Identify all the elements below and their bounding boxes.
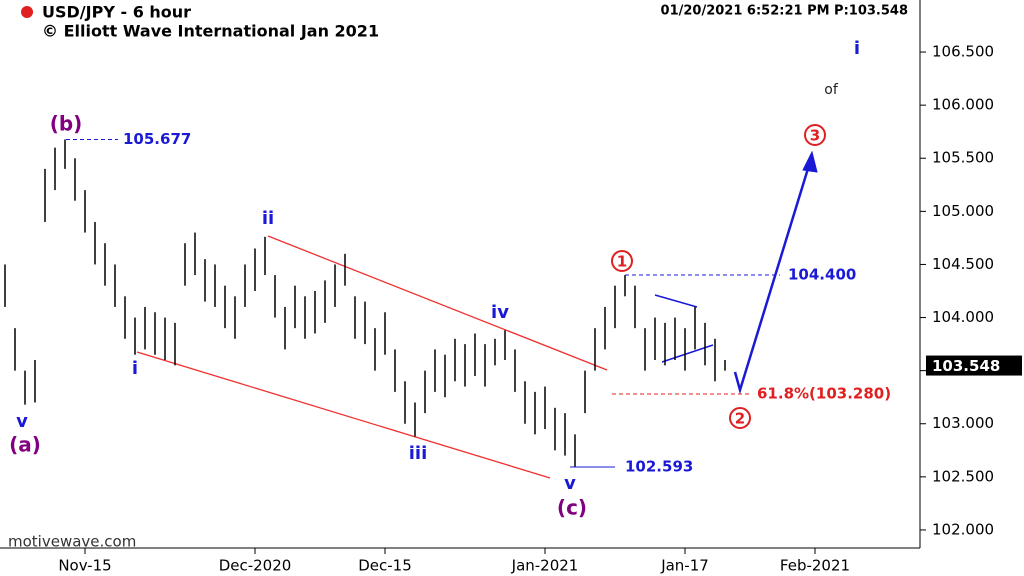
y-tick-label: 102.000 (932, 520, 994, 538)
level-label: 105.677 (123, 130, 191, 148)
y-tick-label: 104.500 (932, 255, 994, 273)
wave-label: v (16, 411, 28, 432)
wave-label: 3 (810, 127, 820, 145)
y-tick-label: 106.000 (932, 96, 994, 114)
wave-circle (804, 124, 826, 146)
last-price-label: 103.548 (932, 357, 1000, 375)
last-price-box (926, 355, 1022, 376)
symbol-dot (21, 6, 33, 18)
triangle-line (654, 294, 698, 308)
wave-circle (729, 407, 751, 429)
wave-label: ii (262, 208, 274, 229)
level-label: 61.8%(103.280) (757, 385, 891, 403)
y-tick-label: 106.500 (932, 43, 994, 61)
wave-label: i (854, 38, 860, 59)
level-label: 102.593 (625, 457, 693, 475)
y-tick-label: 105.000 (932, 202, 994, 220)
wave-label: 1 (617, 253, 627, 271)
wave-label: (b) (50, 112, 83, 136)
wave-label: iv (491, 302, 509, 323)
y-tick-label: 104.000 (932, 308, 994, 326)
wave-label: (a) (9, 433, 41, 457)
wave-label: (c) (557, 496, 587, 520)
x-tick-label: Feb-2021 (780, 557, 850, 575)
wave-label: 2 (735, 410, 745, 428)
arrow-head (802, 150, 818, 173)
y-tick-label: 102.500 (932, 467, 994, 485)
wave-circle (611, 250, 633, 272)
x-tick-label: Nov-15 (58, 557, 111, 575)
wave-label: v (564, 473, 576, 494)
x-tick-label: Dec-15 (358, 557, 412, 575)
y-tick-label: 105.500 (932, 149, 994, 167)
channel-line (136, 351, 551, 479)
timestamp: 01/20/2021 6:52:21 PM P:103.548 (661, 4, 908, 19)
wave-label: iii (409, 443, 428, 464)
chart-title: USD/JPY - 6 hour (42, 3, 191, 22)
x-tick-label: Dec-2020 (219, 557, 292, 575)
y-tick-label: 103.000 (932, 414, 994, 432)
chart-subtitle: © Elliott Wave International Jan 2021 (42, 22, 379, 41)
channel-line (267, 235, 608, 371)
wave-label: of (824, 82, 839, 98)
level-label: 104.400 (788, 266, 856, 284)
x-tick-label: Jan-2021 (511, 557, 579, 575)
wave-label: i (132, 358, 138, 379)
footer: motivewave.com (8, 533, 136, 551)
projection-arrow (733, 161, 812, 395)
x-tick-label: Jan-17 (660, 557, 709, 575)
